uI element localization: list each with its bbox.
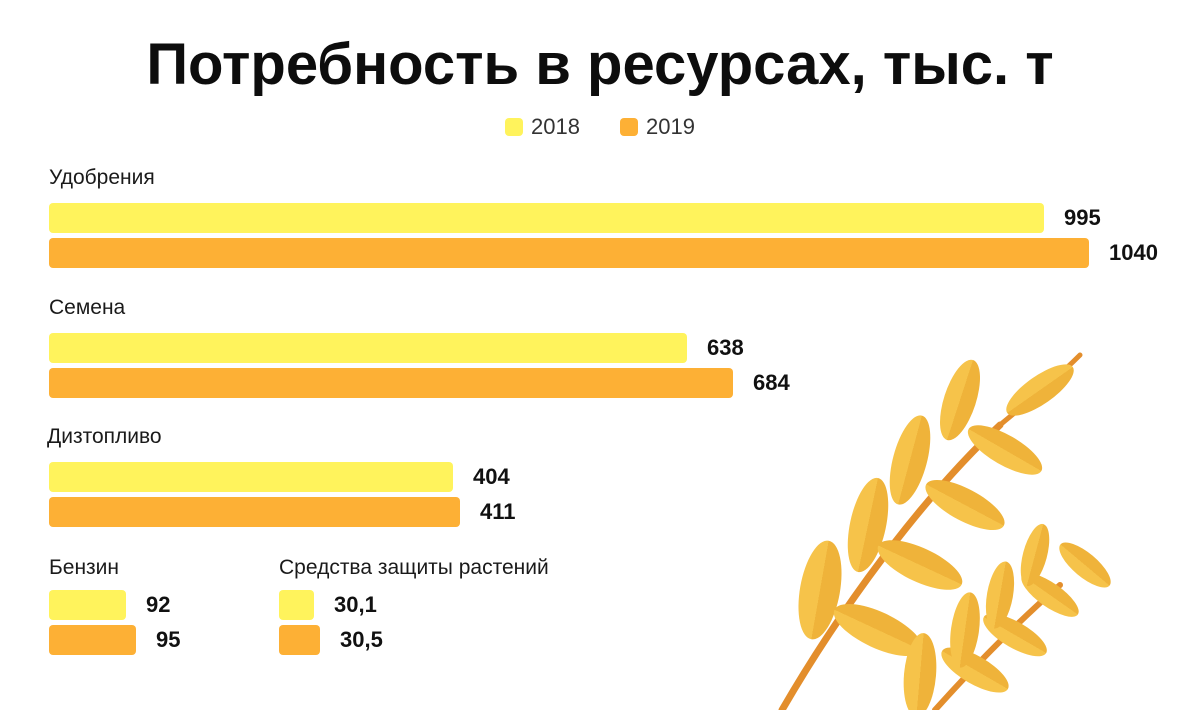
bar-fertilizers-2019 xyxy=(49,238,1089,268)
value-label-diesel-2019: 411 xyxy=(480,499,516,524)
value-label-diesel-2018: 404 xyxy=(473,464,510,489)
legend: 2018 2019 xyxy=(0,114,1200,140)
bar-gasoline-2018 xyxy=(49,590,126,620)
legend-swatch-2018 xyxy=(505,118,524,136)
bar-gasoline-2019 xyxy=(49,625,136,655)
value-label-gasoline-2018: 92 xyxy=(146,592,171,617)
legend-item-2019: 2019 xyxy=(620,114,695,140)
legend-swatch-2019 xyxy=(620,118,638,136)
value-label-fertilizers-2018: 995 xyxy=(1064,205,1101,230)
legend-label-2019: 2019 xyxy=(646,114,695,139)
chart-title: Потребность в ресурсах, тыс. т xyxy=(146,32,1054,97)
category-label-gasoline: Бензин xyxy=(49,556,120,579)
value-label-fertilizers-2019: 1040 xyxy=(1109,240,1158,265)
bar-plant-protection-2018 xyxy=(279,590,314,620)
value-label-seeds-2019: 684 xyxy=(753,370,790,395)
category-label-fertilizers: Удобрения xyxy=(49,166,155,189)
value-label-seeds-2018: 638 xyxy=(707,335,744,360)
legend-item-2018: 2018 xyxy=(505,114,580,140)
category-label-plant-protection: Средства защиты растений xyxy=(279,556,549,579)
bar-diesel-2019 xyxy=(49,497,460,527)
value-label-gasoline-2019: 95 xyxy=(156,627,181,652)
value-label-plant-protection-2019: 30,5 xyxy=(340,627,383,652)
value-label-plant-protection-2018: 30,1 xyxy=(334,592,377,617)
bar-diesel-2018 xyxy=(49,462,453,492)
bar-seeds-2019 xyxy=(49,368,733,398)
wheat-illustration xyxy=(778,352,1111,710)
bar-seeds-2018 xyxy=(49,333,687,363)
bar-plant-protection-2019 xyxy=(279,625,320,655)
category-label-seeds: Семена xyxy=(49,296,126,319)
legend-label-2018: 2018 xyxy=(531,114,580,139)
bar-fertilizers-2018 xyxy=(49,203,1044,233)
category-label-diesel: Дизтопливо xyxy=(47,425,162,448)
